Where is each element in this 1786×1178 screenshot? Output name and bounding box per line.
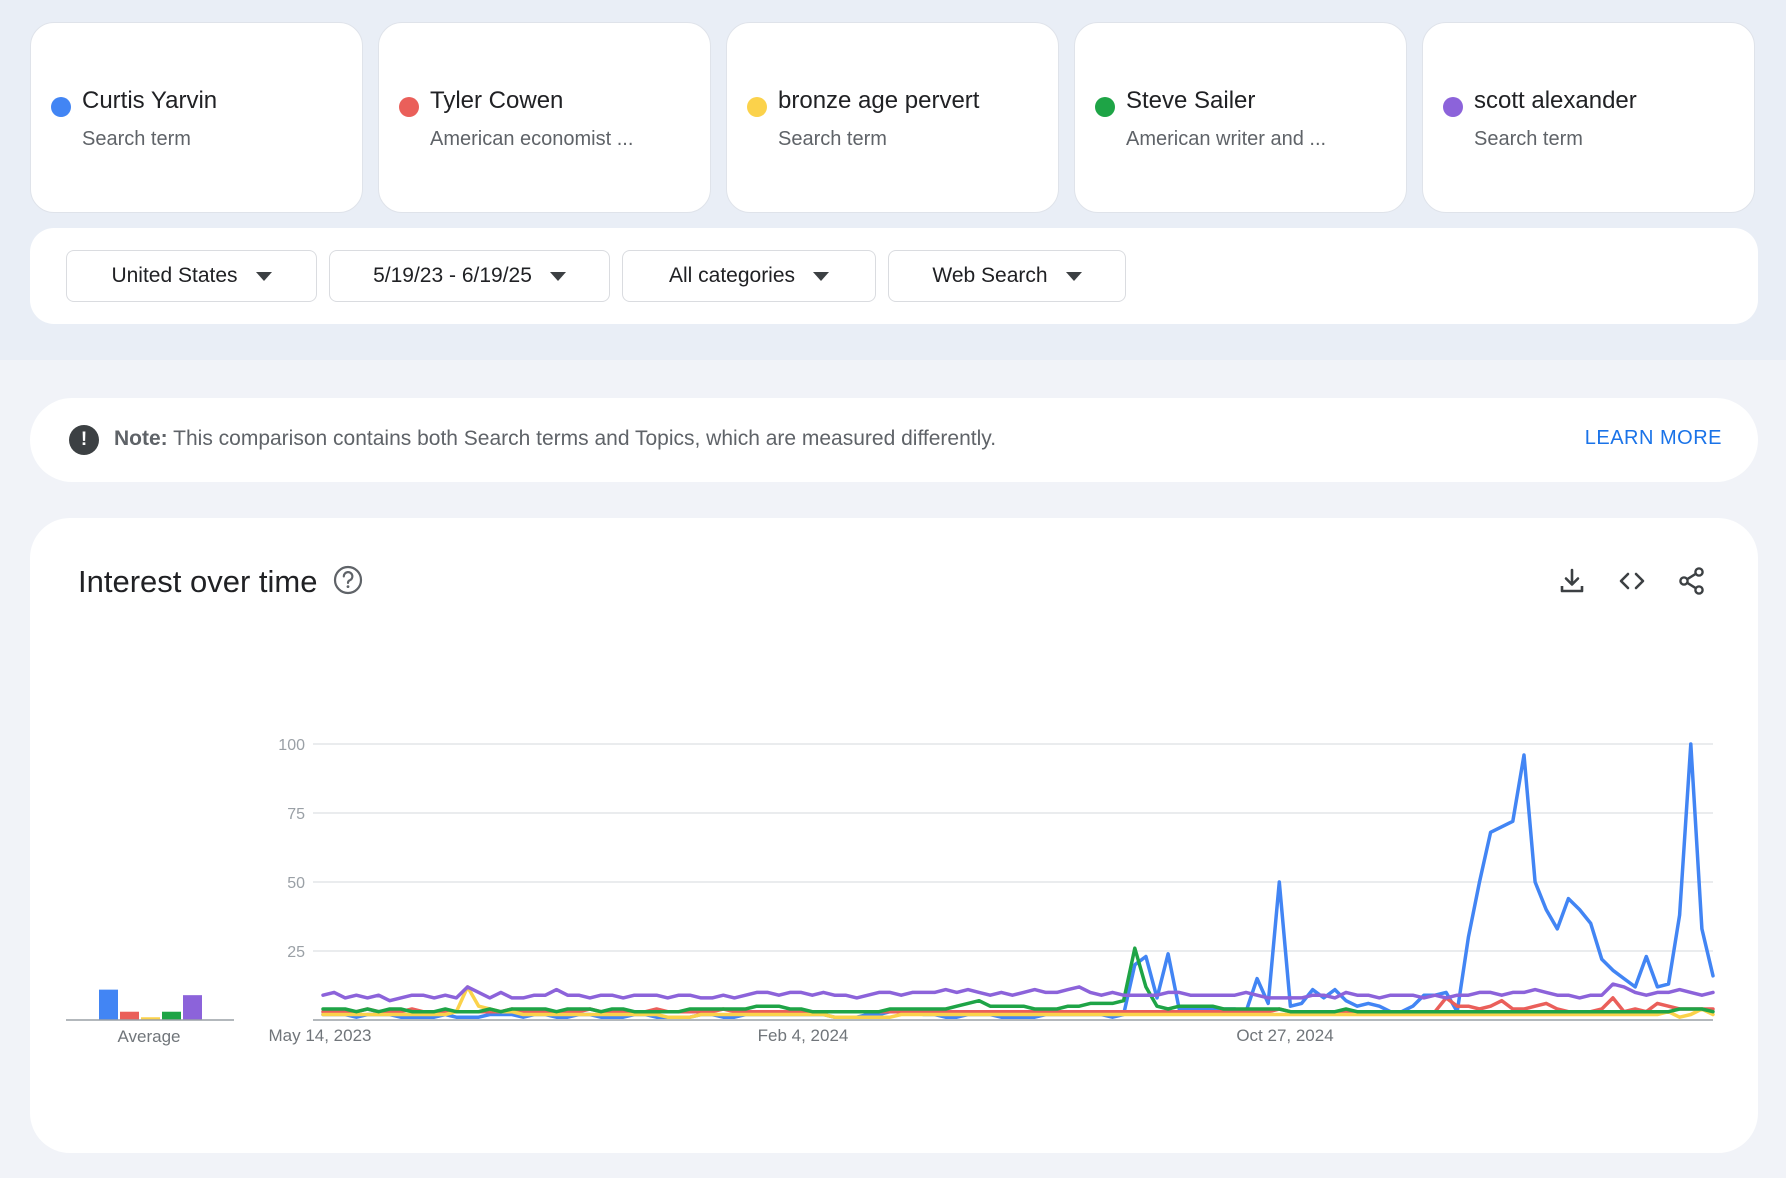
series-color-dot xyxy=(1095,97,1115,117)
series-line-scott-alexander[interactable] xyxy=(321,982,1715,1003)
term-type: Search term xyxy=(82,128,191,150)
chart-grid: 25 50 75 100 xyxy=(278,737,1713,1021)
term-type: American writer and ... xyxy=(1126,128,1327,150)
download-icon[interactable] xyxy=(1556,565,1588,597)
series-color-dot xyxy=(1443,97,1463,117)
term-card-scott-alexander[interactable]: scott alexander Search term xyxy=(1422,22,1755,213)
help-icon[interactable] xyxy=(333,565,363,595)
series-line-steve-sailer[interactable] xyxy=(321,946,1715,1014)
x-tick-label: Oct 27, 2024 xyxy=(1236,1026,1333,1045)
series-color-dot xyxy=(51,97,71,117)
series-color-dot xyxy=(747,97,767,117)
date-range-label: 5/19/23 - 6/19/25 xyxy=(373,264,532,287)
series-color-dot xyxy=(399,97,419,117)
interest-chart: 25 50 75 100 Average May 14, 2023 Feb 4, 20… xyxy=(66,737,1715,1046)
learn-more-link[interactable]: LEARN MORE xyxy=(1584,427,1722,449)
average-bar-tyler-cowen xyxy=(120,1011,139,1020)
average-bar-scott-alexander xyxy=(183,995,202,1020)
term-name: Tyler Cowen xyxy=(430,87,564,114)
chart-title: Interest over time xyxy=(78,564,318,599)
x-tick-label: Feb 4, 2024 xyxy=(758,1026,849,1045)
series-line-bronze-age-pervert[interactable] xyxy=(321,985,1715,1019)
y-tick-label: 50 xyxy=(287,875,305,892)
category-dropdown[interactable]: All categories xyxy=(622,250,876,302)
note-text: Note: This comparison contains both Sear… xyxy=(114,427,996,451)
date-range-dropdown[interactable]: 5/19/23 - 6/19/25 xyxy=(329,250,610,302)
average-bars xyxy=(66,989,234,1021)
filter-bar: United States 5/19/23 - 6/19/25 All cate… xyxy=(30,228,1758,324)
term-card-tyler-cowen[interactable]: Tyler Cowen American economist ... xyxy=(378,22,711,213)
region-dropdown[interactable]: United States xyxy=(66,250,317,302)
average-bar-bronze-age-pervert xyxy=(141,1017,160,1020)
caret-down-icon xyxy=(255,271,272,281)
caret-down-icon xyxy=(813,271,830,281)
x-tick-label: May 14, 2023 xyxy=(268,1026,371,1045)
y-tick-label: 75 xyxy=(287,806,305,823)
term-type: American economist ... xyxy=(430,128,634,150)
y-tick-label: 25 xyxy=(287,944,305,961)
share-icon[interactable] xyxy=(1676,565,1708,597)
interest-over-time-card: Interest over time 25 50 75 100 Average May… xyxy=(30,518,1758,1153)
chart-lines xyxy=(321,742,1715,1019)
note-message: This comparison contains both Search ter… xyxy=(173,427,997,450)
average-bar-steve-sailer xyxy=(162,1011,181,1020)
note-label: Note: xyxy=(114,427,168,450)
term-card-bronze-age-pervert[interactable]: bronze age pervert Search term xyxy=(726,22,1059,213)
average-label: Average xyxy=(117,1027,180,1046)
term-name: Steve Sailer xyxy=(1126,87,1256,114)
region-label: United States xyxy=(111,264,238,287)
term-card-curtis-yarvin[interactable]: Curtis Yarvin Search term xyxy=(30,22,363,213)
note-banner: ! Note: This comparison contains both Se… xyxy=(30,398,1758,482)
term-name: Curtis Yarvin xyxy=(82,87,218,114)
average-bar-curtis-yarvin xyxy=(99,989,118,1020)
term-name: bronze age pervert xyxy=(778,87,980,114)
search-type-label: Web Search xyxy=(932,264,1048,287)
term-name: scott alexander xyxy=(1474,87,1637,114)
term-type: Search term xyxy=(778,128,887,150)
caret-down-icon xyxy=(1065,271,1082,281)
term-type: Search term xyxy=(1474,128,1583,150)
series-line-curtis-yarvin[interactable] xyxy=(321,742,1715,1019)
embed-code-icon[interactable] xyxy=(1616,565,1648,597)
caret-down-icon xyxy=(549,271,566,281)
exclamation-icon: ! xyxy=(69,425,99,455)
term-card-steve-sailer[interactable]: Steve Sailer American writer and ... xyxy=(1074,22,1407,213)
category-label: All categories xyxy=(668,264,796,287)
search-type-dropdown[interactable]: Web Search xyxy=(888,250,1126,302)
y-tick-label: 100 xyxy=(278,737,305,754)
